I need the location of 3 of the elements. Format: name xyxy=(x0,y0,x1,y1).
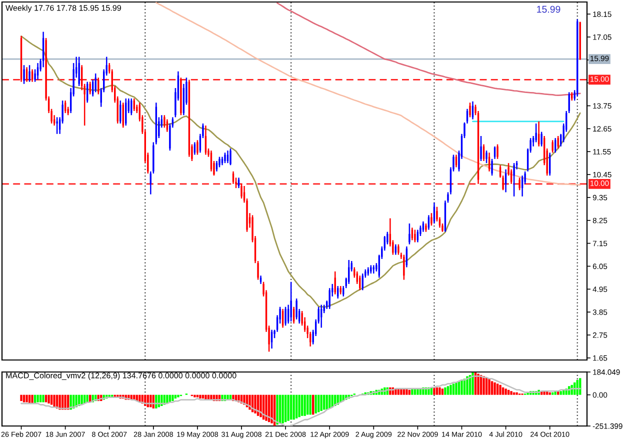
chart-title: MACD_Colored_vmv2 (12,26,9) 134.7676 0.0000 0.0000 0.0000 xyxy=(6,372,236,380)
annotation: 15.99 xyxy=(537,6,560,13)
chart-title: Weekly 17.76 17.78 15.95 15.99 xyxy=(6,4,121,12)
